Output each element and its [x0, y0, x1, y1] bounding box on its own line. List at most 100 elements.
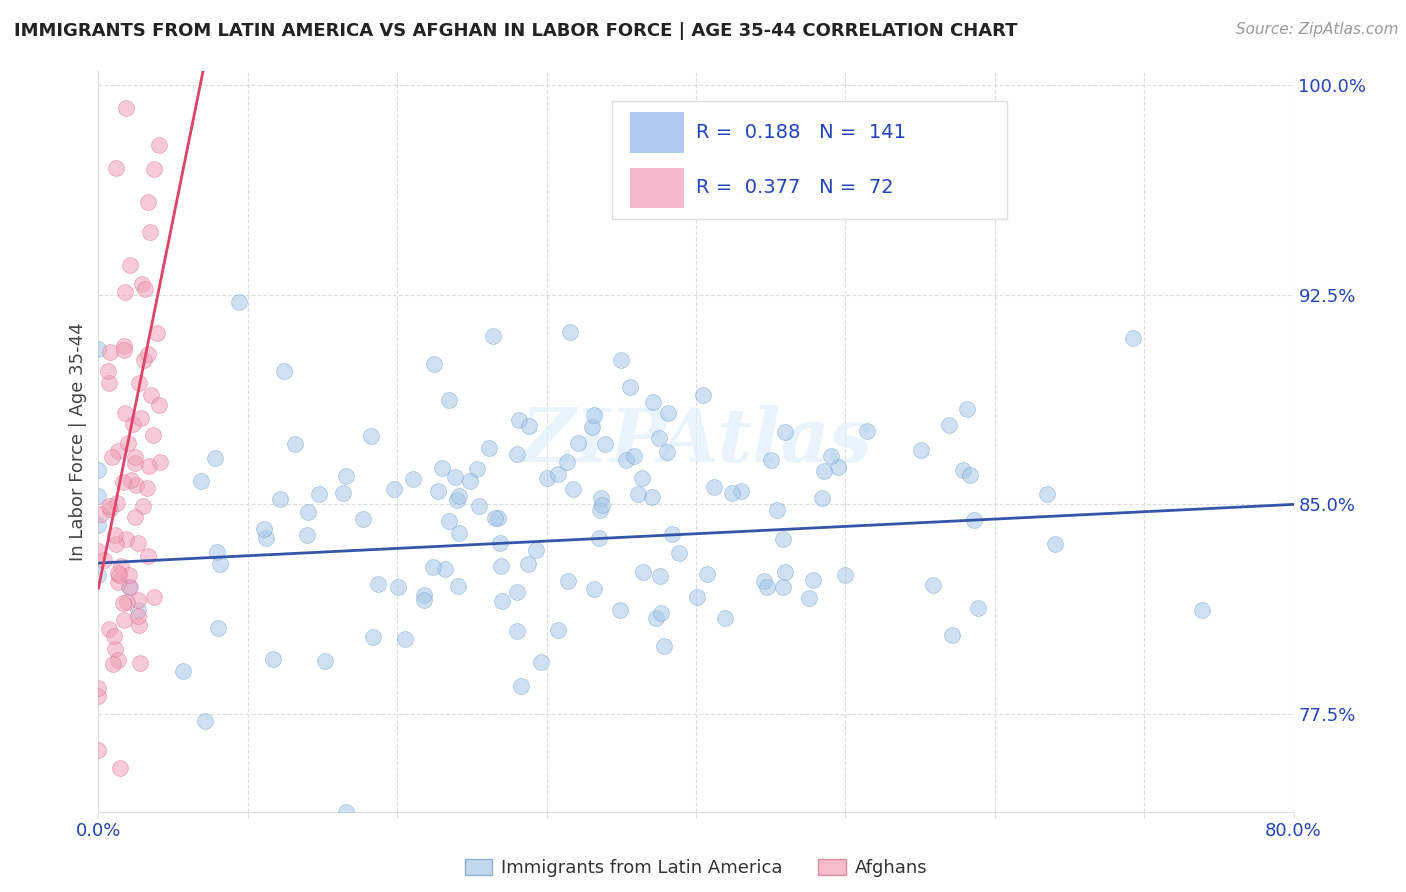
Point [582, 408, 605, 422]
Point [720, 486, 742, 500]
Point [956, 401, 979, 416]
Point [593, 437, 616, 451]
Point [295, 528, 318, 542]
Point [609, 602, 631, 616]
Point [427, 484, 450, 499]
Point [517, 419, 540, 434]
Point [194, 714, 217, 728]
Point [591, 498, 613, 512]
Point [536, 471, 558, 485]
Point [253, 522, 276, 536]
Point [127, 609, 149, 624]
Point [855, 424, 877, 438]
Point [118, 568, 141, 582]
Point [484, 510, 506, 524]
Point [1122, 331, 1144, 345]
Point [696, 566, 718, 581]
Text: R =  0.377   N =  72: R = 0.377 N = 72 [696, 178, 894, 197]
Point [108, 761, 131, 775]
Point [134, 352, 156, 367]
Point [589, 502, 612, 516]
Point [132, 499, 155, 513]
Point [205, 545, 228, 559]
Point [714, 611, 737, 625]
Point [207, 621, 229, 635]
Point [482, 328, 505, 343]
Point [648, 431, 671, 445]
Point [449, 525, 471, 540]
Y-axis label: In Labor Force | Age 35-44: In Labor Force | Age 35-44 [69, 322, 87, 561]
Point [506, 585, 529, 599]
Point [686, 590, 709, 604]
Point [172, 664, 194, 678]
Point [142, 590, 165, 604]
Point [125, 478, 148, 492]
Point [447, 579, 470, 593]
Point [117, 595, 139, 609]
Point [120, 473, 142, 487]
Point [938, 417, 960, 432]
Point [262, 652, 284, 666]
Point [128, 376, 150, 390]
Point [430, 460, 453, 475]
Point [547, 624, 569, 638]
Point [107, 653, 129, 667]
Point [631, 565, 654, 579]
Point [254, 531, 277, 545]
Point [465, 462, 488, 476]
Point [87, 681, 110, 695]
Point [486, 511, 509, 525]
Point [766, 503, 789, 517]
Point [134, 282, 156, 296]
Point [269, 491, 291, 506]
Point [557, 574, 579, 588]
Point [443, 470, 465, 484]
Point [87, 743, 110, 757]
Point [135, 481, 157, 495]
Point [650, 606, 672, 620]
Point [93, 553, 115, 567]
Point [124, 450, 146, 465]
Point [314, 654, 336, 668]
Point [458, 474, 481, 488]
Text: Source: ZipAtlas.com: Source: ZipAtlas.com [1236, 22, 1399, 37]
Point [148, 398, 170, 412]
Point [112, 343, 135, 357]
Point [142, 162, 165, 177]
Point [1045, 537, 1067, 551]
Point [567, 436, 589, 450]
Point [797, 591, 820, 605]
Point [801, 574, 824, 588]
Point [128, 618, 150, 632]
Point [97, 623, 120, 637]
Point [489, 559, 512, 574]
Point [87, 543, 110, 558]
Point [657, 167, 679, 181]
Point [90, 507, 112, 521]
Point [124, 456, 146, 470]
Point [107, 566, 129, 580]
Point [142, 427, 165, 442]
Point [581, 419, 603, 434]
Point [627, 487, 650, 501]
Point [516, 557, 538, 571]
Point [692, 388, 714, 402]
Point [422, 357, 444, 371]
Point [489, 536, 512, 550]
Point [591, 491, 613, 505]
Point [209, 557, 232, 571]
Point [412, 593, 434, 607]
Point [118, 581, 141, 595]
Point [491, 594, 513, 608]
Point [204, 450, 226, 465]
Legend: Immigrants from Latin America, Afghans: Immigrants from Latin America, Afghans [457, 852, 935, 884]
Point [645, 610, 668, 624]
Point [104, 161, 127, 175]
Point [108, 568, 131, 582]
Point [101, 450, 124, 464]
Point [118, 580, 141, 594]
Point [437, 514, 460, 528]
Point [910, 443, 932, 458]
Point [588, 531, 610, 545]
Point [811, 491, 834, 505]
